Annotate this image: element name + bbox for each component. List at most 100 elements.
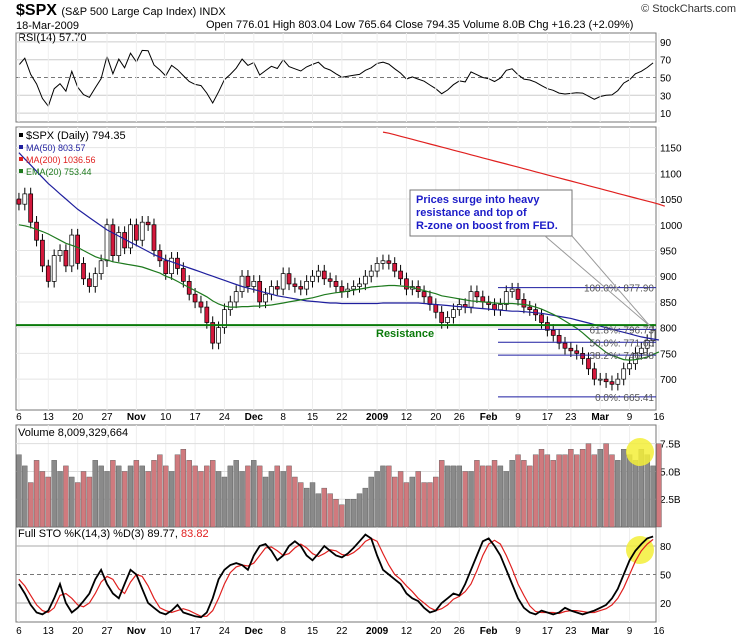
candle-body bbox=[421, 291, 427, 298]
volume-bar bbox=[151, 460, 157, 528]
candle-body bbox=[57, 250, 63, 256]
candle-body bbox=[333, 281, 339, 287]
candle-body bbox=[556, 335, 562, 344]
volume-bar bbox=[51, 460, 57, 528]
volume-bar bbox=[356, 493, 363, 528]
volume-bar bbox=[339, 504, 345, 528]
volume-bar bbox=[550, 460, 556, 528]
x-tick-label: 8 bbox=[280, 626, 286, 637]
candle-body bbox=[316, 270, 321, 277]
volume-bar bbox=[16, 454, 22, 528]
volume-bar bbox=[444, 465, 451, 528]
volume-bar bbox=[527, 465, 533, 528]
x-tick-label: 16 bbox=[653, 626, 665, 637]
sto-d-value: 83.82 bbox=[181, 528, 209, 540]
volume-bar bbox=[374, 471, 380, 528]
volume-bar bbox=[292, 476, 298, 528]
legend-swatch bbox=[19, 169, 23, 173]
x-tick-label: 24 bbox=[219, 626, 231, 637]
volume-bar bbox=[145, 471, 151, 528]
volume-bar bbox=[345, 499, 351, 528]
ema20-line bbox=[18, 224, 660, 361]
volume-bar bbox=[497, 465, 504, 528]
price-legend-entry: $SPX (Daily) 794.35 bbox=[26, 130, 126, 142]
volume-bar bbox=[245, 465, 251, 528]
candle-body bbox=[627, 363, 632, 370]
volume-bar bbox=[380, 465, 386, 528]
volume-bar bbox=[450, 465, 457, 528]
candle-body bbox=[34, 221, 39, 241]
candle-body bbox=[433, 304, 439, 313]
fib-level-label: 61.8%: 796.73 bbox=[590, 325, 655, 336]
volume-bar bbox=[333, 499, 339, 528]
volume-bar bbox=[204, 465, 210, 528]
candle-body bbox=[304, 281, 309, 290]
volume-highlight bbox=[626, 438, 654, 466]
x-tick-label: 6 bbox=[16, 412, 22, 423]
volume-bar bbox=[110, 460, 116, 528]
x-tick-label: 20 bbox=[430, 626, 442, 637]
candle-body bbox=[245, 275, 251, 287]
x-tick-label: 13 bbox=[43, 412, 55, 423]
candle-body bbox=[128, 224, 133, 249]
fib-level-label: 38.2%: 746.58 bbox=[590, 351, 655, 362]
volume-bar bbox=[456, 465, 463, 528]
sto-k-line bbox=[18, 533, 654, 619]
candle-body bbox=[368, 270, 374, 277]
volume-bar bbox=[280, 471, 286, 528]
rsi-tick-label: 90 bbox=[660, 38, 672, 49]
rsi-label: RSI(14) 57.70 bbox=[18, 32, 86, 44]
volume-bar bbox=[286, 465, 292, 528]
candle-body bbox=[509, 288, 515, 293]
volume-bar bbox=[321, 487, 327, 528]
volume-bar bbox=[92, 460, 98, 528]
volume-bar bbox=[568, 449, 574, 528]
candle-body bbox=[339, 286, 345, 293]
volume-bar bbox=[392, 476, 398, 528]
x-tick-label: 17 bbox=[190, 626, 202, 637]
volume-bar bbox=[251, 460, 257, 528]
volume-bar bbox=[386, 465, 392, 528]
candle-body bbox=[386, 260, 392, 264]
candle-body bbox=[227, 301, 233, 311]
x-tick-label: 20 bbox=[72, 626, 84, 637]
symbol: $SPX bbox=[16, 2, 57, 19]
volume-bar bbox=[327, 493, 333, 528]
volume-bar bbox=[274, 465, 280, 528]
x-tick-label: 12 bbox=[401, 412, 413, 423]
volume-bar bbox=[298, 482, 304, 528]
x-tick-label: Dec bbox=[245, 412, 264, 423]
price-tick-label: 850 bbox=[660, 298, 677, 309]
annotation-pointer bbox=[571, 235, 651, 327]
price-tick-label: 800 bbox=[660, 324, 677, 335]
x-tick-label: Mar bbox=[591, 626, 609, 637]
x-tick-label: 16 bbox=[653, 412, 665, 423]
volume-tick-label: 2.5B bbox=[660, 495, 681, 506]
candle-body bbox=[398, 270, 403, 280]
candle-body bbox=[439, 311, 445, 323]
sto-label: Full STO %K(14,3) %D(3) 89.77, 83.82 bbox=[18, 528, 209, 540]
chart-header: $SPX (S&P 500 Large Cap Index) INDX 18-M… bbox=[16, 2, 736, 32]
candle-body bbox=[380, 260, 386, 264]
volume-bar bbox=[121, 471, 128, 528]
volume-bar bbox=[157, 454, 163, 528]
candle-body bbox=[644, 340, 650, 349]
volume-bar bbox=[415, 471, 421, 528]
volume-bar bbox=[33, 460, 40, 528]
volume-bar bbox=[227, 465, 234, 528]
volume-label: Volume 8,009,329,664 bbox=[18, 427, 128, 439]
volume-bar bbox=[139, 465, 145, 528]
candle-body bbox=[22, 193, 28, 205]
candle-body bbox=[163, 260, 169, 274]
candle-body bbox=[192, 293, 198, 303]
volume-bar bbox=[597, 449, 603, 528]
x-tick-label: 10 bbox=[160, 626, 172, 637]
chart-title: $SPX (S&P 500 Large Cap Index) INDX bbox=[16, 2, 226, 20]
volume-bar bbox=[397, 471, 404, 528]
symbol-name: (S&P 500 Large Cap Index) INDX bbox=[61, 6, 226, 18]
candle-body bbox=[633, 353, 638, 365]
x-tick-label: 2009 bbox=[366, 412, 389, 423]
price-tick-label: 1000 bbox=[660, 221, 683, 232]
candle-body bbox=[204, 306, 210, 323]
annotation-line: Prices surge into heavy bbox=[416, 194, 540, 206]
